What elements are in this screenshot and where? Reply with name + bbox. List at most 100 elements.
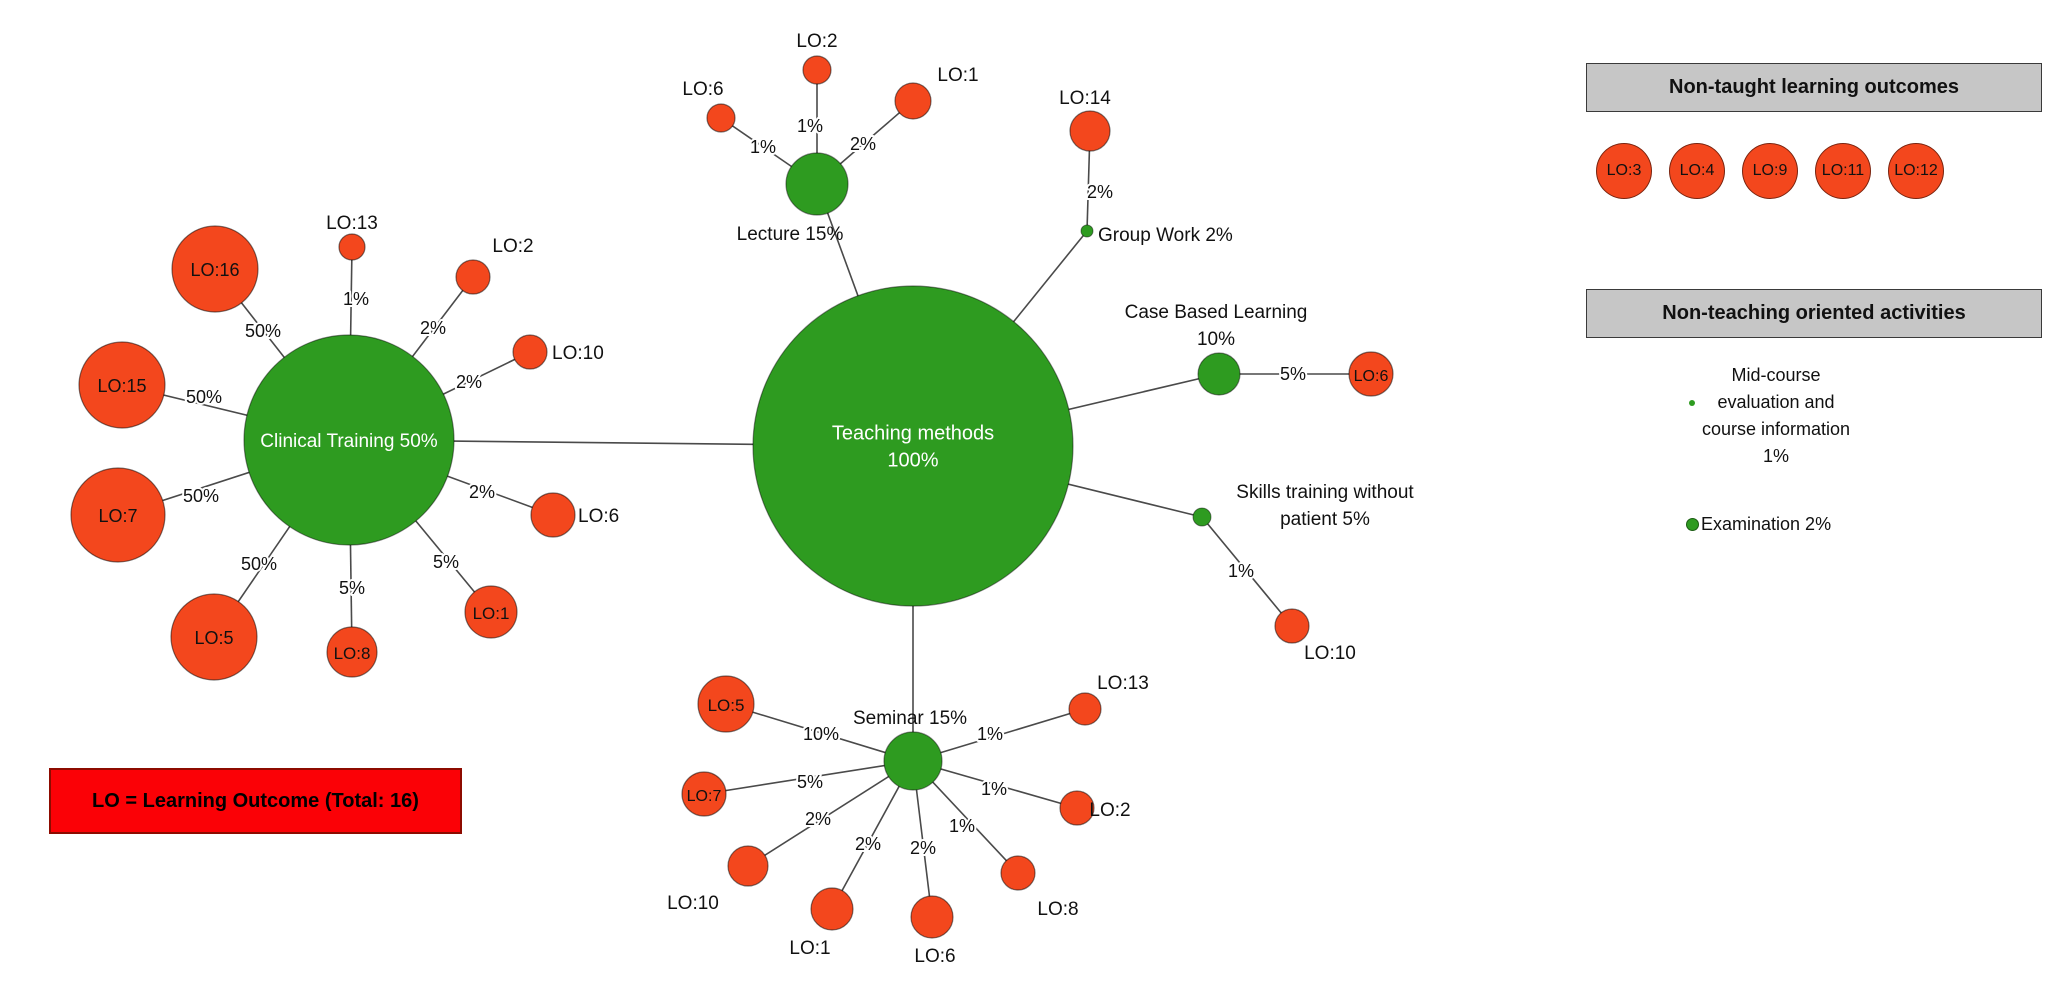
lo13c-label: LO:13 bbox=[326, 213, 378, 234]
lo13s-label: LO:13 bbox=[1097, 673, 1149, 694]
midcourse-activity-label: Mid-course evaluation and course informati… bbox=[1626, 362, 1926, 470]
node-lo8c bbox=[326, 626, 378, 678]
node-lo8s bbox=[1000, 855, 1036, 891]
node-lo1l bbox=[894, 82, 932, 120]
edge-label-seminar-lo8s: 1% bbox=[949, 816, 975, 836]
cbl-label: 10% bbox=[1197, 329, 1235, 350]
node-lo1s bbox=[810, 887, 854, 931]
edge-label-clinical-lo6c: 2% bbox=[469, 482, 495, 502]
edge-label-clinical-lo10c: 2% bbox=[456, 372, 482, 392]
non-taught-lo3: LO:3 bbox=[1596, 143, 1652, 199]
node-lo5s bbox=[697, 675, 755, 733]
edge-label-seminar-lo5s: 10% bbox=[803, 724, 839, 744]
edge-label-clinical-lo15: 50% bbox=[186, 387, 222, 407]
cbl-label: Case Based Learning bbox=[1125, 302, 1308, 323]
edge-label-seminar-lo10sem: 2% bbox=[805, 809, 831, 829]
node-lo10c bbox=[512, 334, 548, 370]
node-lo10sk bbox=[1274, 608, 1310, 644]
node-lo6l bbox=[706, 103, 736, 133]
node-lo1c-label: LO:1 bbox=[473, 604, 510, 623]
legend-non-teaching-header: Non-teaching oriented activities bbox=[1586, 289, 2042, 338]
midcourse-dot bbox=[1689, 400, 1695, 406]
edge-seminar-lo5s bbox=[725, 703, 914, 762]
midcourse-line: evaluation and bbox=[1717, 392, 1835, 412]
lo6l-label: LO:6 bbox=[682, 79, 723, 100]
lo1l-label: LO:1 bbox=[937, 65, 978, 86]
node-lo14 bbox=[1069, 110, 1111, 152]
examination-activity: Examination 2% bbox=[1686, 514, 1831, 535]
node-teaching-label: 100% bbox=[887, 450, 938, 472]
edge-label-seminar-lo1s: 2% bbox=[855, 834, 881, 854]
edge-seminar-lo7s bbox=[703, 760, 914, 795]
lo10sem-label: LO:10 bbox=[667, 893, 719, 914]
edge-label-seminar-lo2s: 1% bbox=[981, 779, 1007, 799]
legend-non-taught-title: Non-taught learning outcomes bbox=[1669, 76, 1959, 98]
edge-label-lecture-lo6l: 1% bbox=[750, 137, 776, 157]
skills-label: Skills training without bbox=[1236, 482, 1414, 503]
examination-label: Examination 2% bbox=[1701, 514, 1832, 534]
lo2s-label: LO:2 bbox=[1089, 800, 1130, 821]
non-taught-outcome-list: LO:3 LO:4 LO:9 LO:11 LO:12 bbox=[1596, 143, 1944, 199]
lo2c-label: LO:2 bbox=[492, 236, 533, 257]
node-teaching bbox=[752, 285, 1074, 607]
node-lo1c bbox=[464, 585, 518, 639]
seminar-label: Seminar 15% bbox=[853, 708, 967, 729]
node-clinical bbox=[243, 334, 455, 546]
node-lo2s bbox=[1059, 790, 1095, 826]
midcourse-line: Mid-course bbox=[1731, 365, 1821, 385]
edge-skills-lo10sk bbox=[1201, 516, 1293, 627]
edge-label-lecture-lo1l: 2% bbox=[850, 134, 876, 154]
node-lo5c-label: LO:5 bbox=[194, 628, 233, 648]
node-lo13c bbox=[338, 233, 366, 261]
edge-label-clinical-lo1c: 5% bbox=[433, 552, 459, 572]
edge-label-seminar-lo7s: 5% bbox=[797, 772, 823, 792]
groupwork-label: Group Work 2% bbox=[1098, 225, 1233, 246]
node-lo7c-label: LO:7 bbox=[98, 506, 137, 526]
midcourse-line: course information bbox=[1701, 419, 1851, 439]
node-cbl bbox=[1197, 352, 1241, 396]
node-lo7s-label: LO:7 bbox=[687, 788, 722, 805]
edge-label-cbl-lo6cb: 5% bbox=[1280, 364, 1306, 384]
edge-label-seminar-lo6s: 2% bbox=[910, 838, 936, 858]
node-lo5c bbox=[170, 593, 258, 681]
node-skills bbox=[1192, 507, 1212, 527]
lo8s-label: LO:8 bbox=[1037, 899, 1078, 920]
skills-label: patient 5% bbox=[1280, 509, 1370, 530]
lo2l-label: LO:2 bbox=[796, 31, 837, 52]
node-lo2l bbox=[802, 55, 832, 85]
edge-label-clinical-lo5c: 50% bbox=[241, 554, 277, 574]
node-seminar bbox=[883, 731, 943, 791]
node-lo5s-label: LO:5 bbox=[708, 696, 745, 715]
node-lo7c bbox=[70, 467, 166, 563]
node-lecture bbox=[785, 152, 849, 216]
lo6s-label: LO:6 bbox=[914, 946, 955, 967]
edge-label-clinical-lo13c: 1% bbox=[343, 289, 369, 309]
edge-label-lecture-lo2l: 1% bbox=[797, 116, 823, 136]
node-groupwork bbox=[1080, 224, 1094, 238]
lo6c-label: LO:6 bbox=[578, 506, 619, 527]
edge-label-seminar-lo13s: 1% bbox=[977, 724, 1003, 744]
node-clinical-label: Clinical Training 50% bbox=[260, 431, 438, 452]
non-taught-lo12: LO:12 bbox=[1888, 143, 1944, 199]
edge-label-clinical-lo8c: 5% bbox=[339, 578, 365, 598]
node-lo13s bbox=[1068, 692, 1102, 726]
legend-non-teaching-title: Non-teaching oriented activities bbox=[1662, 302, 1966, 324]
edge-seminar-lo13s bbox=[912, 708, 1086, 762]
non-taught-lo11: LO:11 bbox=[1815, 143, 1871, 199]
node-lo16 bbox=[171, 225, 259, 313]
node-teaching-label: Teaching methods bbox=[832, 423, 994, 445]
non-taught-lo4: LO:4 bbox=[1669, 143, 1725, 199]
node-lo6c bbox=[530, 492, 576, 538]
lo1s-label: LO:1 bbox=[789, 938, 830, 959]
node-lo2c bbox=[455, 259, 491, 295]
edge-label-clinical-lo7c: 50% bbox=[183, 486, 219, 506]
node-lo16-label: LO:16 bbox=[190, 260, 239, 280]
edge-label-clinical-lo2c: 2% bbox=[420, 318, 446, 338]
node-lo8c-label: LO:8 bbox=[334, 644, 371, 663]
node-lo6cb-label: LO:6 bbox=[1354, 368, 1389, 385]
note-text: LO = Learning Outcome (Total: 16) bbox=[92, 789, 419, 812]
lo14-label: LO:14 bbox=[1059, 88, 1111, 109]
node-lo6s bbox=[910, 895, 954, 939]
edge-label-skills-lo10sk: 1% bbox=[1228, 561, 1254, 581]
